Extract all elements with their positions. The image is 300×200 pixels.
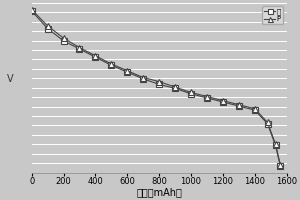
容 <box>274 144 277 147</box>
P <box>237 104 241 106</box>
P <box>274 143 277 145</box>
P <box>94 55 97 57</box>
容 <box>266 123 269 125</box>
容 <box>30 10 34 12</box>
容 <box>253 109 256 111</box>
P <box>30 8 34 11</box>
容 <box>158 83 161 86</box>
容 <box>125 71 129 73</box>
P <box>266 121 269 124</box>
P <box>173 86 177 88</box>
Line: P: P <box>29 7 283 167</box>
P <box>221 99 225 102</box>
P <box>141 76 145 79</box>
P <box>278 163 282 166</box>
容 <box>94 56 97 58</box>
容 <box>189 93 193 95</box>
P <box>46 25 50 27</box>
容 <box>78 48 81 50</box>
容 <box>62 40 65 42</box>
P <box>110 63 113 65</box>
容 <box>278 165 282 167</box>
Text: V: V <box>7 74 14 84</box>
P <box>253 108 256 110</box>
Line: 容: 容 <box>29 8 283 169</box>
P <box>189 91 193 94</box>
容 <box>237 105 241 107</box>
容 <box>141 78 145 80</box>
P <box>158 80 161 83</box>
容 <box>205 97 209 99</box>
P <box>62 37 65 39</box>
容 <box>173 87 177 90</box>
P <box>125 70 129 72</box>
容 <box>221 101 225 103</box>
容 <box>110 64 113 66</box>
容 <box>46 27 50 30</box>
P <box>78 46 81 49</box>
Legend: 容, P: 容, P <box>262 6 283 24</box>
P <box>205 95 209 98</box>
X-axis label: 容量（mAh）: 容量（mAh） <box>136 187 182 197</box>
